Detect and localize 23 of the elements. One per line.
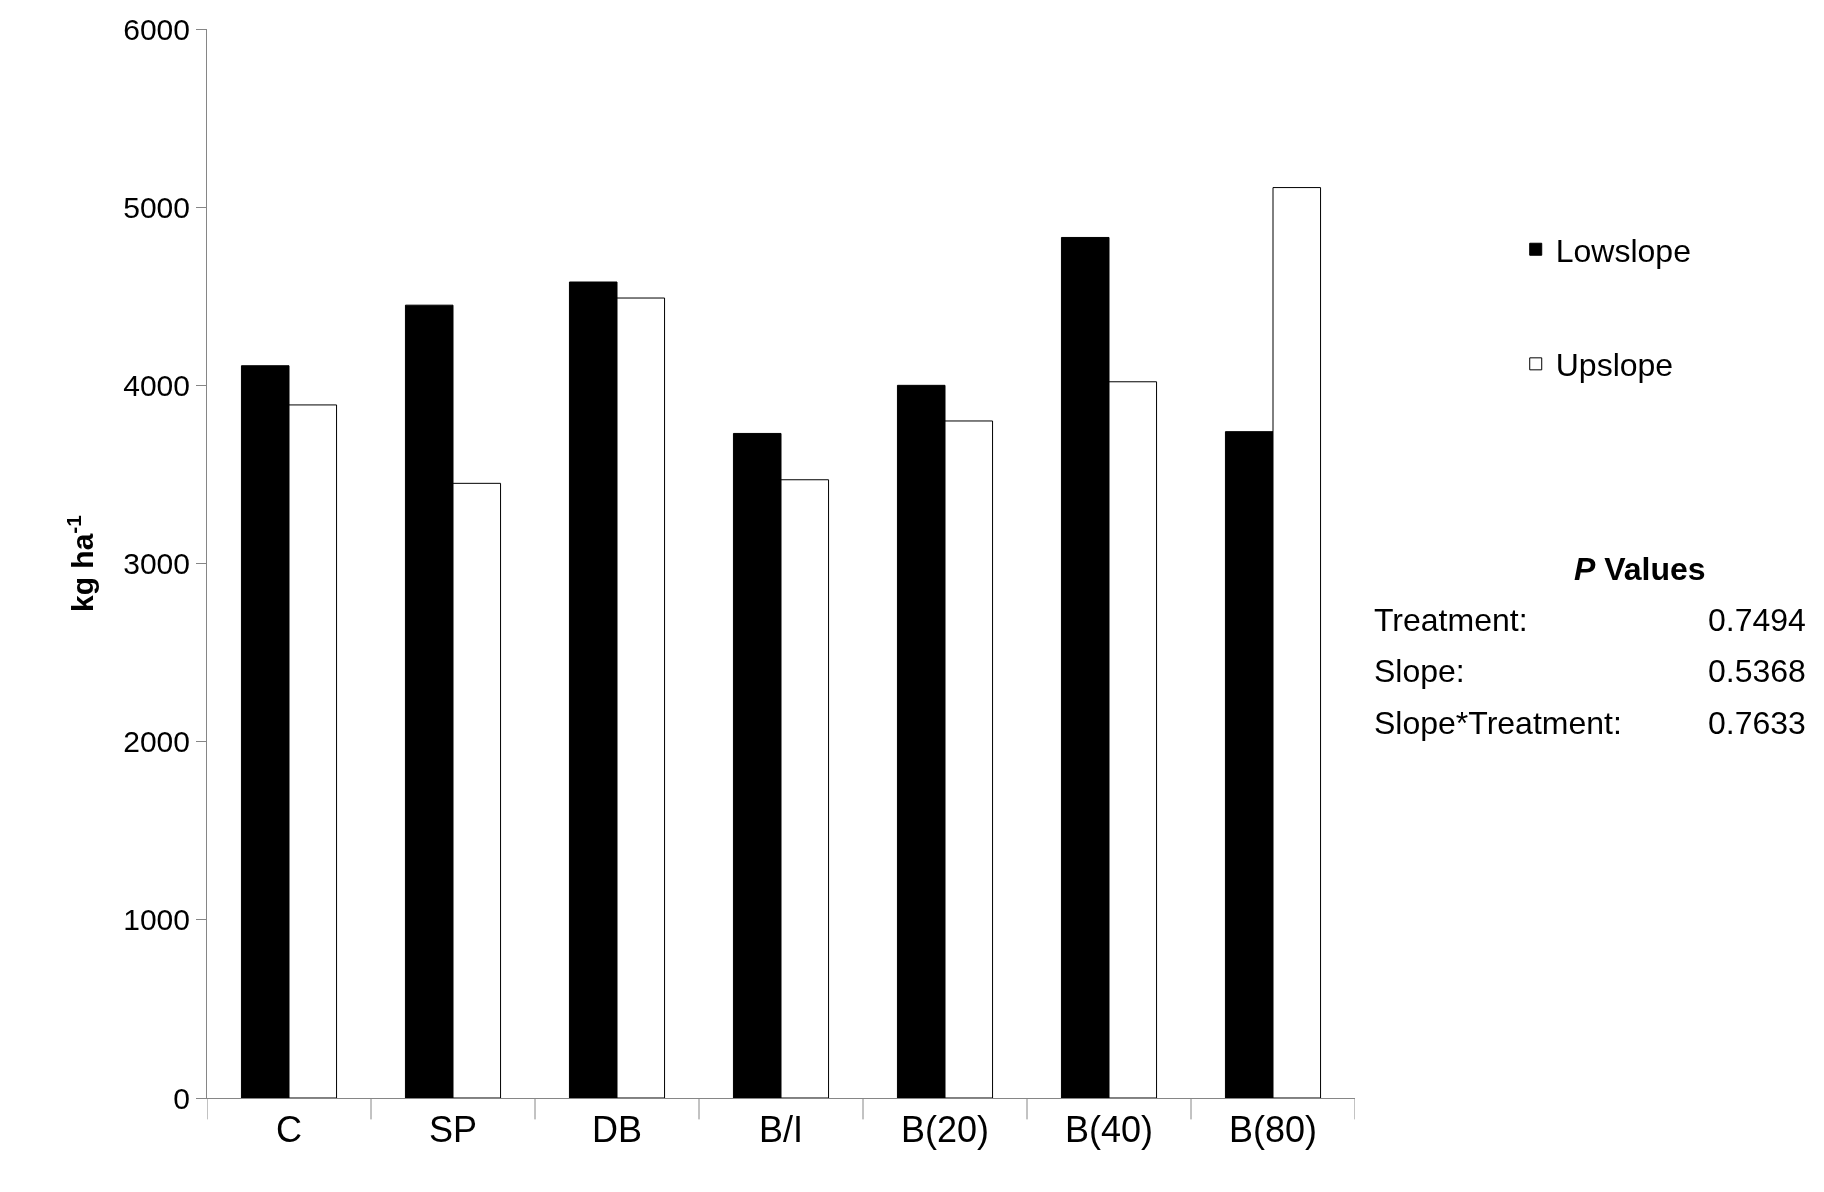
- y-tick-label: 1000: [123, 903, 190, 937]
- text: Treatment:: [1374, 602, 1528, 638]
- x-tick-label: B(20): [900, 1109, 990, 1151]
- x-tick-label: B(40): [1064, 1109, 1154, 1151]
- y-tick-label: 0: [173, 1081, 190, 1115]
- text: 0.7494: [1708, 602, 1806, 638]
- x-tick-label: C: [276, 1109, 302, 1151]
- text: 0.5368: [1708, 653, 1806, 689]
- text: P Values: [1574, 551, 1706, 587]
- y-tick-label: 5000: [123, 190, 190, 224]
- legend-label: Upslope: [1555, 347, 1674, 384]
- x-tick-label: B/I: [758, 1109, 804, 1151]
- text: Slope*Treatment:: [1374, 705, 1622, 741]
- y-tick-label: 2000: [123, 725, 190, 759]
- y-tick-label: 4000: [123, 368, 190, 402]
- x-tick-label: B(80): [1228, 1109, 1318, 1151]
- text: 0.7633: [1708, 705, 1806, 741]
- x-tick-label: SP: [428, 1109, 478, 1151]
- legend-label: Lowslope: [1555, 232, 1691, 269]
- text: Slope:: [1374, 653, 1465, 689]
- x-tick-label: DB: [591, 1109, 643, 1151]
- y-tick-label: 3000: [123, 547, 190, 580]
- y-tick-label: 6000: [123, 12, 190, 46]
